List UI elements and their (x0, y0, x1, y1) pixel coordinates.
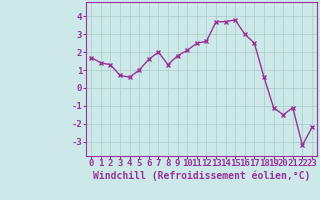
X-axis label: Windchill (Refroidissement éolien,°C): Windchill (Refroidissement éolien,°C) (93, 171, 310, 181)
